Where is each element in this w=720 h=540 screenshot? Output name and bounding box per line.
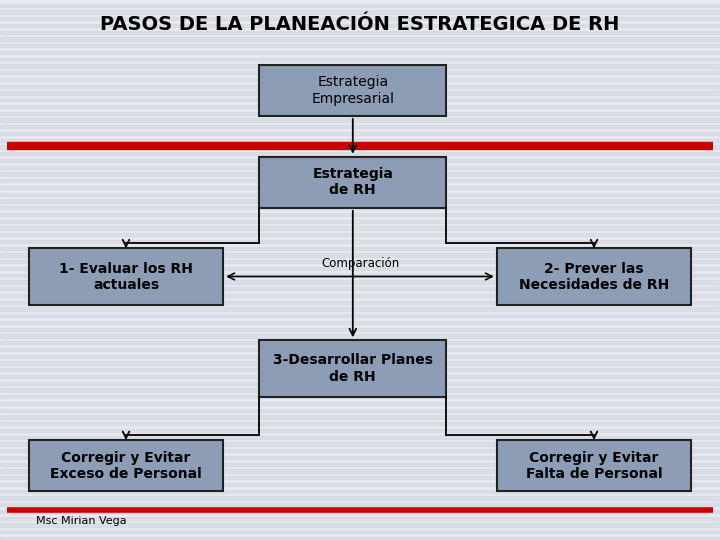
Bar bbox=[0, 388, 720, 392]
Bar bbox=[0, 422, 720, 426]
Bar bbox=[0, 537, 720, 540]
FancyBboxPatch shape bbox=[259, 65, 446, 116]
Bar bbox=[0, 253, 720, 256]
Bar bbox=[0, 186, 720, 189]
Bar bbox=[0, 402, 720, 405]
Bar bbox=[0, 375, 720, 378]
Bar bbox=[0, 368, 720, 372]
Bar bbox=[0, 354, 720, 357]
Bar bbox=[0, 165, 720, 168]
Bar bbox=[0, 273, 720, 276]
Bar bbox=[0, 462, 720, 465]
FancyBboxPatch shape bbox=[497, 440, 691, 491]
Bar bbox=[0, 206, 720, 209]
Bar bbox=[0, 51, 720, 54]
Bar bbox=[0, 408, 720, 411]
Text: PASOS DE LA PLANEACIÓN ESTRATEGICA DE RH: PASOS DE LA PLANEACIÓN ESTRATEGICA DE RH bbox=[100, 15, 620, 34]
Bar bbox=[0, 429, 720, 432]
Bar bbox=[0, 469, 720, 472]
FancyBboxPatch shape bbox=[29, 440, 223, 491]
Bar bbox=[0, 138, 720, 141]
Bar bbox=[0, 381, 720, 384]
Bar bbox=[0, 307, 720, 310]
Bar bbox=[0, 30, 720, 33]
Bar bbox=[0, 125, 720, 128]
Bar bbox=[0, 449, 720, 453]
Text: Msc Mirian Vega: Msc Mirian Vega bbox=[36, 516, 127, 526]
Bar bbox=[0, 17, 720, 20]
Bar bbox=[0, 145, 720, 149]
Bar bbox=[0, 516, 720, 519]
Bar bbox=[0, 3, 720, 6]
Bar bbox=[0, 152, 720, 156]
Bar bbox=[0, 489, 720, 492]
Bar bbox=[0, 57, 720, 60]
FancyBboxPatch shape bbox=[497, 248, 691, 305]
Bar bbox=[0, 98, 720, 102]
Bar bbox=[0, 78, 720, 81]
Text: Comparación: Comparación bbox=[321, 257, 399, 270]
Text: Estrategia
Empresarial: Estrategia Empresarial bbox=[311, 76, 395, 105]
Text: 3-Desarrollar Planes
de RH: 3-Desarrollar Planes de RH bbox=[273, 354, 433, 383]
Bar bbox=[0, 105, 720, 108]
Bar bbox=[0, 280, 720, 284]
Bar bbox=[0, 10, 720, 14]
Bar bbox=[0, 314, 720, 317]
Bar bbox=[0, 24, 720, 27]
Bar bbox=[0, 530, 720, 534]
Bar bbox=[0, 327, 720, 330]
Text: 1- Evaluar los RH
actuales: 1- Evaluar los RH actuales bbox=[59, 262, 193, 292]
Bar bbox=[0, 179, 720, 183]
FancyBboxPatch shape bbox=[259, 157, 446, 208]
Bar bbox=[0, 172, 720, 176]
Bar bbox=[0, 44, 720, 47]
Bar bbox=[0, 199, 720, 202]
Bar bbox=[0, 84, 720, 87]
Bar bbox=[0, 219, 720, 222]
Bar bbox=[0, 483, 720, 486]
Text: Corregir y Evitar
Exceso de Personal: Corregir y Evitar Exceso de Personal bbox=[50, 451, 202, 481]
FancyBboxPatch shape bbox=[29, 248, 223, 305]
Text: Estrategia
de RH: Estrategia de RH bbox=[312, 167, 393, 197]
Bar bbox=[0, 64, 720, 68]
Bar bbox=[0, 118, 720, 122]
Bar bbox=[0, 510, 720, 513]
Bar bbox=[0, 37, 720, 40]
Bar bbox=[0, 523, 720, 526]
Bar bbox=[0, 334, 720, 338]
Bar bbox=[0, 192, 720, 195]
Bar bbox=[0, 240, 720, 243]
Bar bbox=[0, 159, 720, 162]
Bar bbox=[0, 300, 720, 303]
Bar bbox=[0, 267, 720, 270]
Bar bbox=[0, 503, 720, 507]
Bar bbox=[0, 71, 720, 74]
Bar bbox=[0, 476, 720, 480]
Text: 2- Prever las
Necesidades de RH: 2- Prever las Necesidades de RH bbox=[519, 262, 669, 292]
Text: Corregir y Evitar
Falta de Personal: Corregir y Evitar Falta de Personal bbox=[526, 451, 662, 481]
Bar bbox=[0, 395, 720, 399]
Bar bbox=[0, 415, 720, 418]
Bar bbox=[0, 213, 720, 216]
Bar bbox=[0, 321, 720, 324]
Bar bbox=[0, 435, 720, 438]
Bar bbox=[0, 226, 720, 230]
Bar bbox=[0, 348, 720, 351]
Bar bbox=[0, 111, 720, 115]
Bar bbox=[0, 287, 720, 291]
Bar bbox=[0, 233, 720, 237]
Bar bbox=[0, 341, 720, 345]
Bar bbox=[0, 456, 720, 459]
FancyBboxPatch shape bbox=[259, 340, 446, 397]
Bar bbox=[0, 442, 720, 446]
Bar bbox=[0, 91, 720, 94]
Bar bbox=[0, 496, 720, 500]
Bar bbox=[0, 260, 720, 263]
Bar bbox=[0, 294, 720, 297]
Bar bbox=[0, 132, 720, 135]
Bar bbox=[0, 361, 720, 365]
Bar bbox=[0, 246, 720, 249]
